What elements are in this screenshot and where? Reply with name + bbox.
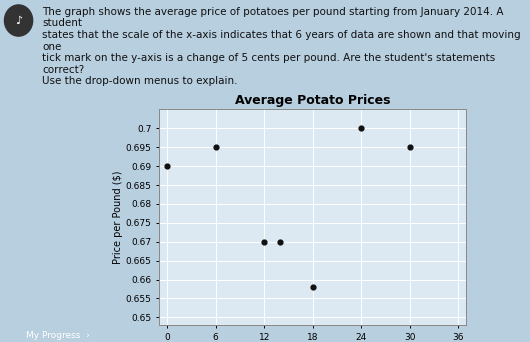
- Point: [211, 145, 220, 150]
- Text: My Progress  ›: My Progress ›: [26, 331, 90, 340]
- Title: Average Potato Prices: Average Potato Prices: [235, 94, 391, 107]
- Point: [260, 239, 268, 245]
- Y-axis label: Price per Pound ($): Price per Pound ($): [113, 170, 123, 264]
- Point: [163, 163, 171, 169]
- Point: [276, 239, 285, 245]
- Text: The graph shows the average price of potatoes per pound starting from January 20: The graph shows the average price of pot…: [42, 7, 521, 87]
- Point: [357, 126, 366, 131]
- Point: [405, 145, 414, 150]
- Point: [308, 284, 317, 290]
- Text: ♪: ♪: [15, 15, 22, 26]
- Circle shape: [4, 5, 33, 36]
